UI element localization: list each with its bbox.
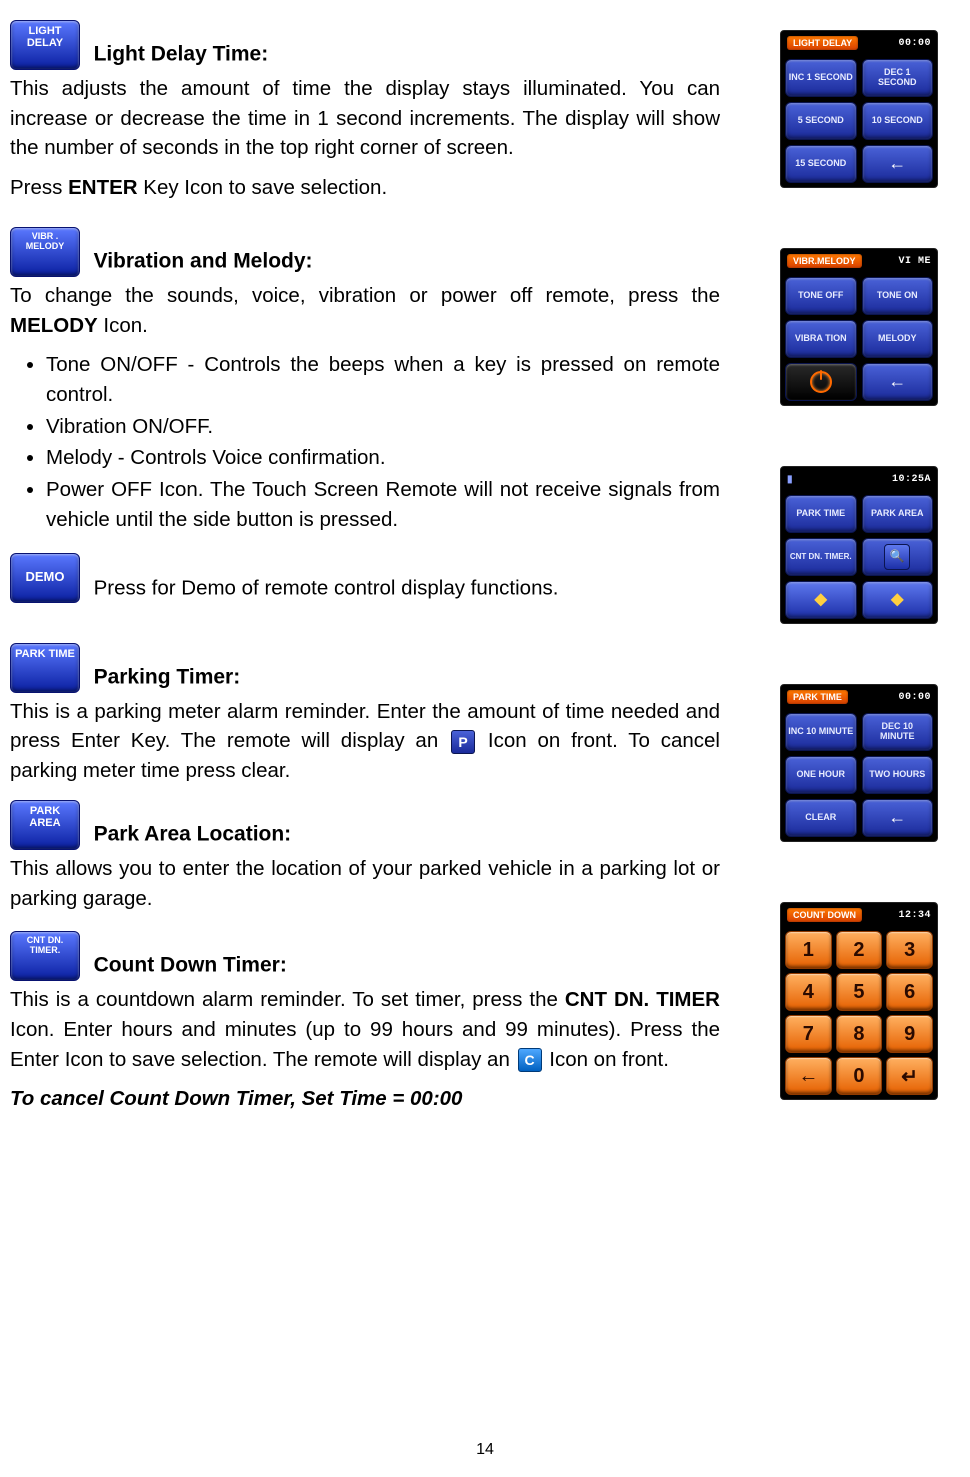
device-button[interactable]: VIBRA TION [785,320,857,358]
back-icon[interactable]: ← [862,363,934,401]
device-button[interactable]: 15 SECOND [785,145,857,183]
demo-body: Press for Demo of remote control display… [94,576,559,599]
back-icon[interactable]: ← [862,799,934,837]
nav-icon[interactable]: ◆ [785,581,857,619]
device-signal-icon: ▮ [787,474,793,485]
find-icon[interactable]: 🔍 [862,538,934,576]
cnt-dn-cancel-note: To cancel Count Down Timer, Set Time = 0… [10,1084,720,1114]
device-vibr-melody: VIBR.MELODY VI ME TONE OFF TONE ON VIBRA… [780,248,938,406]
device-button[interactable]: PARK TIME [785,495,857,533]
device-button[interactable]: INC 10 MINUTE [785,713,857,751]
keypad-key[interactable]: 6 [886,973,933,1011]
vibr-melody-body: To change the sounds, voice, vibration o… [10,281,720,340]
vibr-melody-bullets: Tone ON/OFF - Controls the beeps when a … [46,350,720,534]
device-clock: 00:00 [898,38,931,49]
device-status: VI ME [898,256,931,267]
bullet-item: Tone ON/OFF - Controls the beeps when a … [46,350,720,409]
keypad-key[interactable]: 8 [836,1015,883,1053]
page-number: 14 [0,1441,970,1459]
device-button[interactable]: TONE ON [862,277,934,315]
bullet-item: Power OFF Icon. The Touch Screen Remote … [46,475,720,534]
park-time-icon: PARK TIME [10,643,80,693]
keypad-key[interactable]: 4 [785,973,832,1011]
vibr-melody-title: Vibration and Melody: [94,249,313,272]
cnt-dn-body: This is a countdown alarm reminder. To s… [10,985,720,1074]
device-button[interactable]: CNT DN. TIMER. [785,538,857,576]
nav-icon[interactable]: ◆ [862,581,934,619]
power-off-icon[interactable] [785,363,857,401]
keypad-key[interactable]: 1 [785,931,832,969]
park-area-title: Park Area Location: [94,822,292,845]
device-button[interactable]: 10 SECOND [862,102,934,140]
light-delay-title: Light Delay Time: [94,43,269,66]
device-count-down: COUNT DOWN 12:34 1 2 3 4 5 6 7 8 9 ← 0 ↵ [780,902,938,1100]
device-button[interactable]: INC 1 SECOND [785,59,857,97]
device-park-menu: ▮ 10:25A PARK TIME PARK AREA CNT DN. TIM… [780,466,938,624]
device-button[interactable]: MELODY [862,320,934,358]
device-button[interactable]: TONE OFF [785,277,857,315]
light-delay-body: This adjusts the amount of time the disp… [10,74,720,163]
device-clock: 00:00 [898,692,931,703]
light-delay-body2: Press ENTER Key Icon to save selection. [10,173,720,203]
cnt-dn-icon: CNT DN. TIMER. [10,931,80,981]
park-time-body: This is a parking meter alarm reminder. … [10,697,720,786]
device-button[interactable]: ONE HOUR [785,756,857,794]
device-button[interactable]: 5 SECOND [785,102,857,140]
keypad-back-icon[interactable]: ← [785,1057,832,1095]
bullet-item: Vibration ON/OFF. [46,412,720,442]
keypad-key[interactable]: 7 [785,1015,832,1053]
keypad-key[interactable]: 2 [836,931,883,969]
keypad-key[interactable]: 9 [886,1015,933,1053]
bullet-item: Melody - Controls Voice confirmation. [46,443,720,473]
park-area-body: This allows you to enter the location of… [10,854,720,913]
device-clock: 12:34 [898,910,931,921]
clear-button[interactable]: CLEAR [785,799,857,837]
device-clock: 10:25A [892,474,931,485]
keypad-key[interactable]: 0 [836,1057,883,1095]
device-title: COUNT DOWN [787,908,862,922]
demo-icon: DEMO [10,553,80,603]
light-delay-icon: LIGHT DELAY [10,20,80,70]
device-light-delay: LIGHT DELAY 00:00 INC 1 SECOND DEC 1 SEC… [780,30,938,188]
keypad-enter-icon[interactable]: ↵ [886,1057,933,1095]
device-button[interactable]: TWO HOURS [862,756,934,794]
device-button[interactable]: PARK AREA [862,495,934,533]
cnt-dn-title: Count Down Timer: [94,954,287,977]
back-icon[interactable]: ← [862,145,934,183]
keypad-key[interactable]: 3 [886,931,933,969]
device-park-time: PARK TIME 00:00 INC 10 MINUTE DEC 10 MIN… [780,684,938,842]
device-title: LIGHT DELAY [787,36,858,50]
c-icon: C [518,1048,542,1072]
device-title: PARK TIME [787,690,848,704]
vibr-melody-icon: VIBR . MELODY [10,227,80,277]
park-time-title: Parking Timer: [94,665,241,688]
park-area-icon: PARK AREA [10,800,80,850]
keypad-key[interactable]: 5 [836,973,883,1011]
device-title: VIBR.MELODY [787,254,862,268]
device-button[interactable]: DEC 10 MINUTE [862,713,934,751]
p-icon: P [451,730,475,754]
device-button[interactable]: DEC 1 SECOND [862,59,934,97]
